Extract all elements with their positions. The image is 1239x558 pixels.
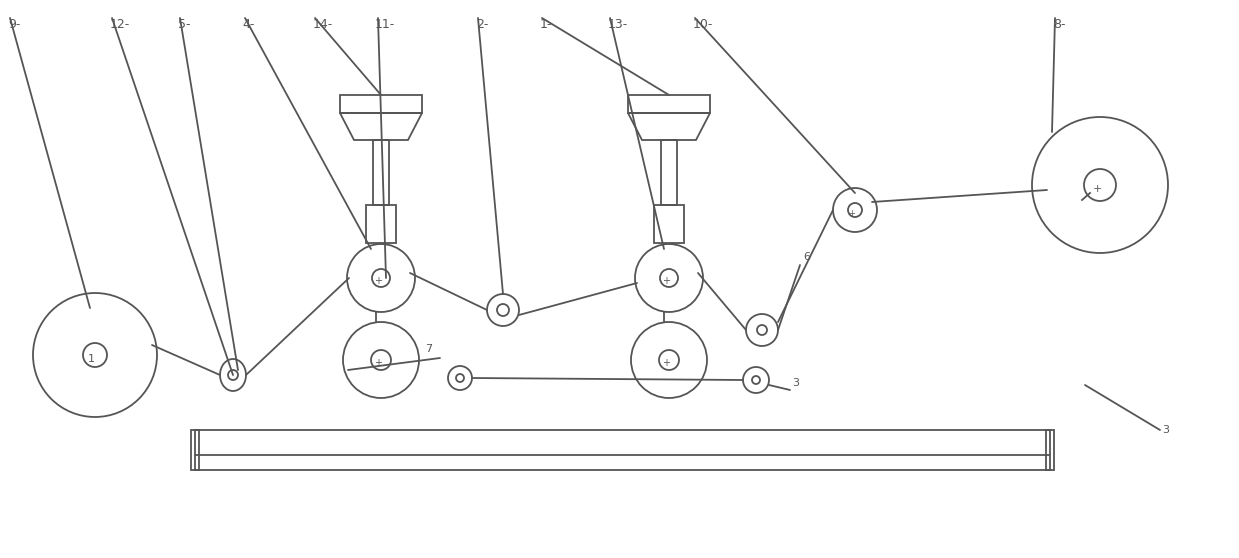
- Text: 5-: 5-: [178, 18, 191, 31]
- Text: 1-: 1-: [540, 18, 553, 31]
- Text: +: +: [662, 276, 670, 286]
- Bar: [339, 95, 422, 113]
- Bar: [366, 205, 396, 243]
- Text: 8-: 8-: [1053, 18, 1066, 31]
- Bar: [373, 140, 389, 205]
- Bar: [1046, 430, 1054, 470]
- Text: 2-: 2-: [476, 18, 488, 31]
- Text: +: +: [849, 209, 855, 218]
- Text: +: +: [1093, 184, 1101, 194]
- Text: +: +: [374, 276, 382, 286]
- Text: 6: 6: [803, 252, 810, 262]
- Text: 7: 7: [425, 344, 432, 354]
- Bar: [660, 140, 676, 205]
- Text: 3: 3: [1162, 425, 1170, 435]
- Text: 12-: 12-: [110, 18, 130, 31]
- Bar: [654, 205, 684, 243]
- Text: 10-: 10-: [693, 18, 714, 31]
- Text: 13-: 13-: [608, 18, 628, 31]
- Text: 9-: 9-: [7, 18, 20, 31]
- Text: +: +: [374, 358, 382, 368]
- Text: 1: 1: [88, 354, 94, 364]
- Text: 4-: 4-: [242, 18, 254, 31]
- Bar: [191, 430, 199, 470]
- Text: 14-: 14-: [313, 18, 333, 31]
- Text: 3: 3: [792, 378, 799, 388]
- Text: 11-: 11-: [375, 18, 395, 31]
- Bar: [628, 95, 710, 113]
- Text: +: +: [662, 358, 670, 368]
